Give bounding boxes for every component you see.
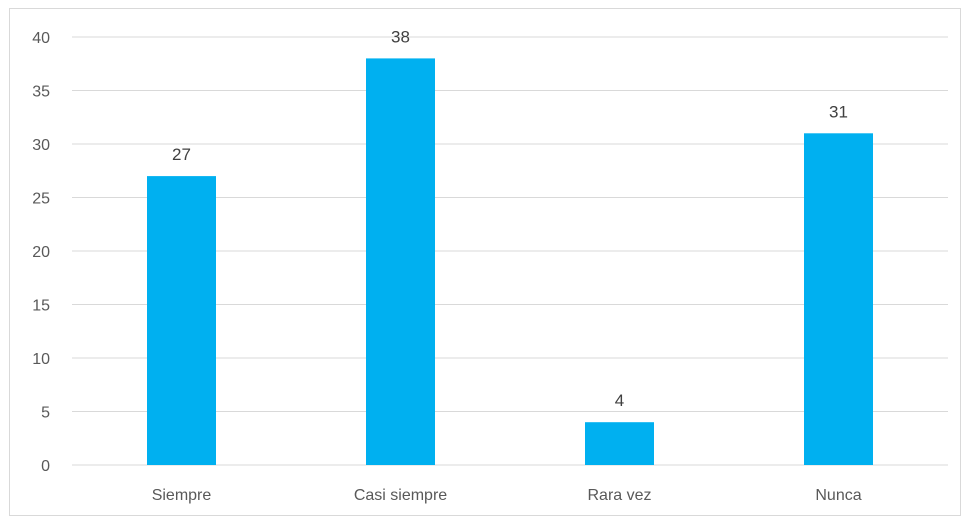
x-tick-label: Nunca [815, 487, 861, 504]
y-tick-label: 35 [32, 84, 50, 101]
y-tick-label: 25 [32, 191, 50, 208]
bars [147, 58, 873, 466]
y-tick-label: 40 [32, 30, 50, 47]
data-labels: 27 38 4 31 [172, 27, 848, 410]
bar [585, 422, 654, 465]
y-tick-label: 30 [32, 137, 50, 154]
x-tick-label: Rara vez [587, 487, 651, 504]
y-tick-label: 15 [32, 298, 50, 315]
y-axis-ticks: 0 5 10 15 20 25 30 35 40 [32, 30, 50, 475]
data-label: 27 [172, 145, 191, 164]
x-tick-label: Siempre [152, 487, 212, 504]
y-tick-label: 10 [32, 351, 50, 368]
data-label: 31 [829, 102, 848, 121]
x-tick-label: Casi siempre [354, 487, 447, 504]
bar [804, 133, 873, 466]
y-tick-label: 20 [32, 244, 50, 261]
x-axis-ticks: Siempre Casi siempre Rara vez Nunca [152, 487, 862, 504]
data-label: 38 [391, 27, 410, 46]
gridlines [72, 36, 948, 466]
y-tick-label: 5 [41, 405, 50, 422]
y-tick-label: 0 [41, 458, 50, 475]
data-label: 4 [615, 391, 624, 410]
bar [366, 58, 435, 466]
bar [147, 176, 216, 465]
